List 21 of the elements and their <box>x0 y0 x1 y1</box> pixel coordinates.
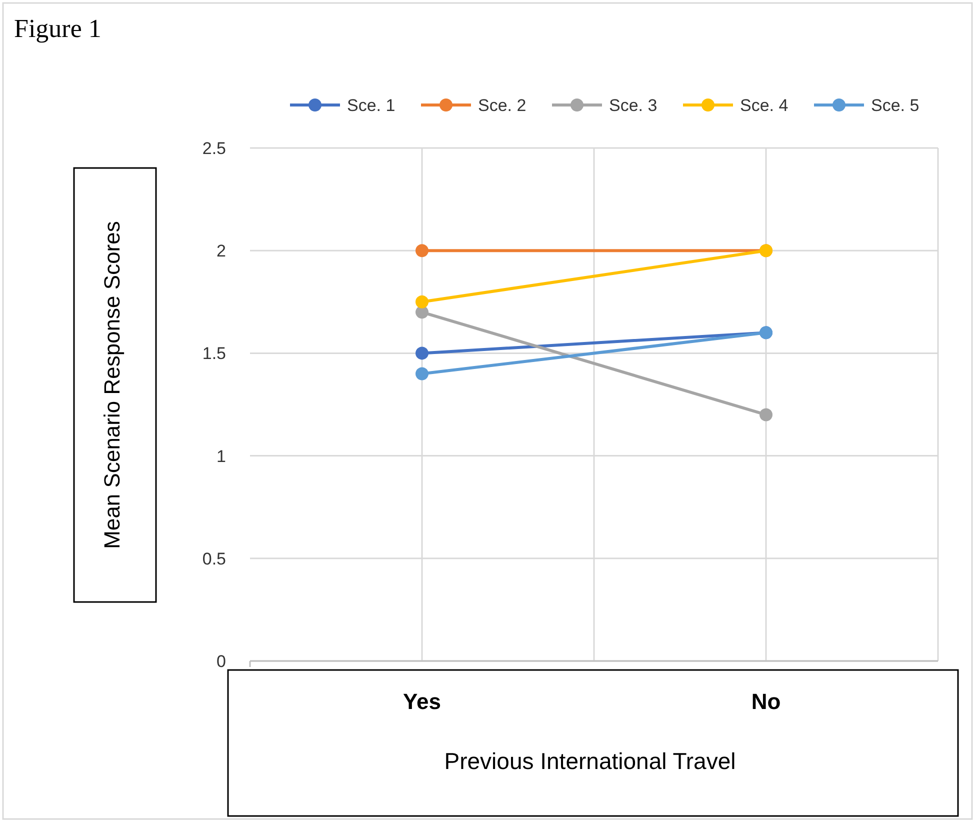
legend-label: Sce. 4 <box>740 96 788 115</box>
point <box>416 295 428 308</box>
point <box>416 244 428 258</box>
y-tick-label: 1 <box>216 446 226 466</box>
y-axis-title: Mean Scenario Response Scores <box>100 221 125 549</box>
y-tick-label: 0.5 <box>202 549 226 568</box>
point <box>760 408 772 422</box>
x-axis-title: Previous International Travel <box>444 748 736 774</box>
chart-title: Figure 1 <box>14 14 102 43</box>
legend-label: Sce. 2 <box>478 96 526 115</box>
x-tick-label: No <box>751 689 781 714</box>
legend-label: Sce. 5 <box>871 96 920 115</box>
y-tick-label: 2 <box>216 242 226 261</box>
point <box>416 367 428 380</box>
legend-label: Sce. 1 <box>347 96 396 115</box>
point <box>416 346 428 360</box>
y-tick-label: 2.5 <box>202 138 226 158</box>
x-tick-label: Yes <box>403 689 441 714</box>
y-tick-label: 1.5 <box>202 344 226 364</box>
legend-label: Sce. 3 <box>609 96 658 115</box>
y-tick-label: 0 <box>216 652 226 671</box>
